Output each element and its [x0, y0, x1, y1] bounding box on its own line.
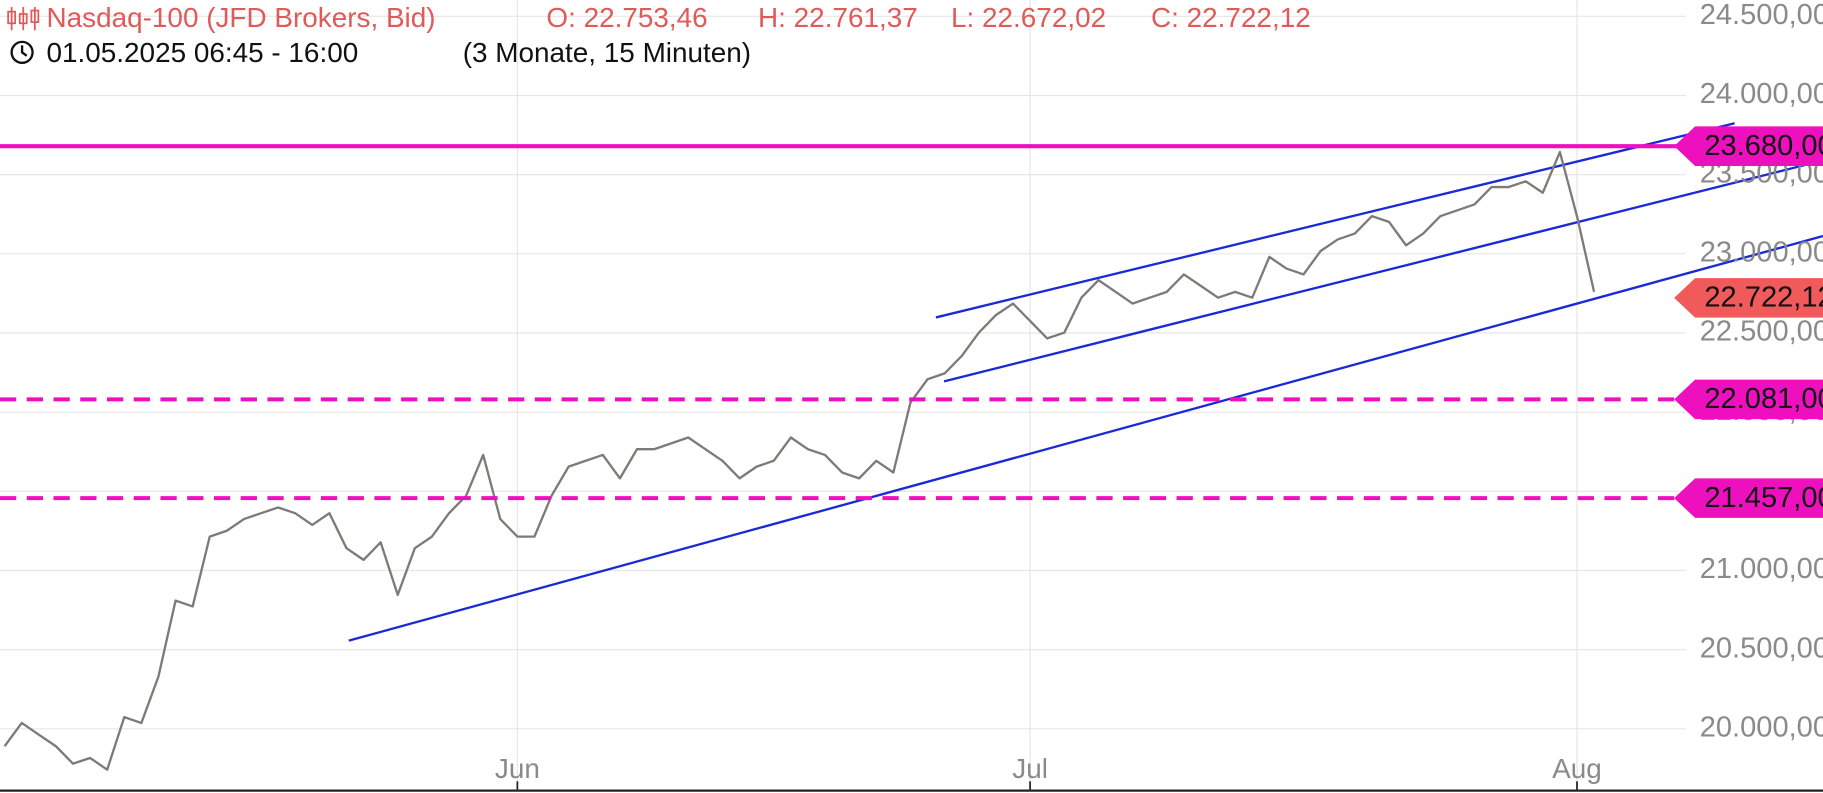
trend-line	[943, 159, 1823, 383]
clock-icon	[10, 40, 34, 64]
title: Nasdaq-100 (JFD Brokers, Bid)	[47, 2, 436, 33]
header: Nasdaq-100 (JFD Brokers, Bid) O: 22.753,…	[7, 2, 1311, 68]
y-tick-label: 20.000,00	[1700, 712, 1823, 744]
date-range: 01.05.2025 06:45 - 16:00	[47, 37, 359, 68]
price-line	[3, 150, 1596, 771]
ohlc-close: C: 22.722,12	[1151, 2, 1311, 33]
trend-lines	[348, 122, 1823, 642]
x-tick-label: Jun	[495, 753, 540, 784]
y-tick-label: 22.500,00	[1700, 316, 1823, 348]
ohlc-high: H: 22.761,37	[758, 2, 918, 33]
x-tick-label: Aug	[1552, 753, 1602, 784]
last-price-badge	[1674, 278, 1823, 318]
overlays: 20.000,0020.500,0021.000,0021.500,0022.0…	[495, 0, 1823, 784]
x-tick-label: Jul	[1012, 753, 1048, 784]
level-badge	[1674, 478, 1823, 518]
y-tick-label: 23.000,00	[1700, 237, 1823, 269]
period: (3 Monate, 15 Minuten)	[463, 37, 751, 68]
level-label: 23.680,00	[1704, 130, 1823, 162]
level-label: 21.457,00	[1704, 482, 1823, 514]
y-tick-label: 24.500,00	[1700, 0, 1823, 31]
y-tick-label: 24.000,00	[1700, 78, 1823, 110]
plot	[0, 144, 1686, 771]
y-tick-label: 20.500,00	[1700, 632, 1823, 664]
level-label: 22.081,00	[1704, 383, 1823, 415]
y-tick-label: 21.000,00	[1700, 553, 1823, 585]
ohlc-open: O: 22.753,46	[546, 2, 707, 33]
ohlc-low: L: 22.672,02	[951, 2, 1106, 33]
trend-line	[935, 122, 1735, 319]
last-price-label: 22.722,12	[1704, 282, 1823, 314]
trend-line	[348, 234, 1823, 642]
level-badge	[1674, 126, 1823, 166]
candle-icon	[7, 7, 40, 31]
level-badge	[1674, 379, 1823, 420]
